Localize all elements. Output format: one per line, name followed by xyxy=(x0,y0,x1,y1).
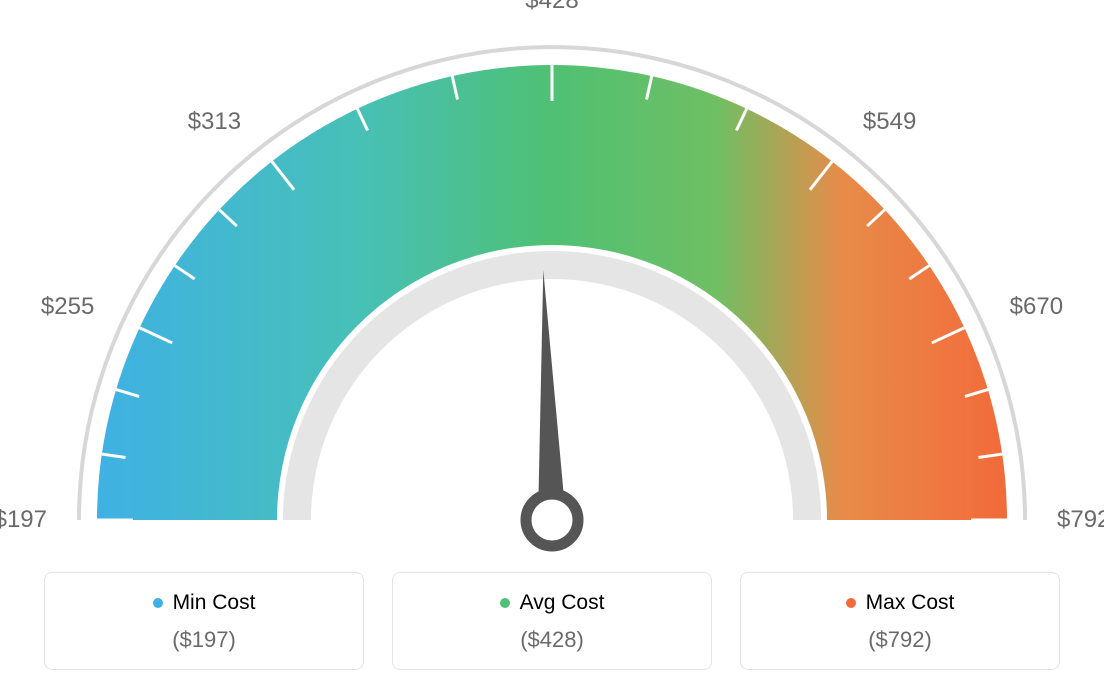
gauge-tick-label: $549 xyxy=(863,108,916,136)
gauge-tick-label: $670 xyxy=(1010,293,1063,321)
legend-label-min: Min Cost xyxy=(153,591,256,615)
gauge-tick-label: $313 xyxy=(188,108,241,136)
legend-dot-max xyxy=(846,598,856,608)
legend-value-min: ($197) xyxy=(55,627,353,653)
gauge-tick-label: $428 xyxy=(525,0,578,15)
legend-card-min: Min Cost ($197) xyxy=(44,572,364,670)
legend-dot-avg xyxy=(500,598,510,608)
legend-value-avg: ($428) xyxy=(403,627,701,653)
legend-label-max: Max Cost xyxy=(846,591,955,615)
legend-label-text: Avg Cost xyxy=(520,591,605,615)
legend-value-max: ($792) xyxy=(751,627,1049,653)
legend-label-text: Max Cost xyxy=(866,591,955,615)
gauge-svg xyxy=(0,0,1104,560)
legend-label-avg: Avg Cost xyxy=(500,591,605,615)
legend-row: Min Cost ($197) Avg Cost ($428) Max Cost… xyxy=(0,572,1104,670)
gauge-tick-label: $255 xyxy=(41,293,94,321)
legend-dot-min xyxy=(153,598,163,608)
gauge-tick-label: $792 xyxy=(1057,506,1104,534)
gauge-area: $197 $255 $313 $428 $549 $670 $792 xyxy=(0,0,1104,560)
chart-container: $197 $255 $313 $428 $549 $670 $792 Min Cost ($… xyxy=(0,0,1104,690)
legend-card-avg: Avg Cost ($428) xyxy=(392,572,712,670)
legend-label-text: Min Cost xyxy=(173,591,256,615)
legend-card-max: Max Cost ($792) xyxy=(740,572,1060,670)
gauge-tick-label: $197 xyxy=(0,506,47,534)
